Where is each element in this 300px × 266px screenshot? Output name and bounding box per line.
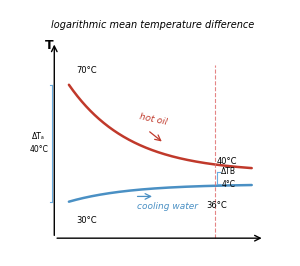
Text: 30°C: 30°C: [76, 217, 97, 225]
Text: 36°C: 36°C: [206, 201, 227, 210]
Title: logarithmic mean temperature difference: logarithmic mean temperature difference: [51, 20, 255, 30]
Text: T: T: [44, 39, 53, 52]
Text: ΔTB: ΔTB: [221, 167, 236, 176]
Text: 40°C: 40°C: [29, 145, 48, 154]
Text: cooling water: cooling water: [137, 202, 198, 211]
Text: 40°C: 40°C: [217, 157, 238, 166]
Text: hot oil: hot oil: [138, 112, 168, 126]
Text: ΔTₐ: ΔTₐ: [32, 132, 45, 141]
Text: 4°C: 4°C: [222, 180, 236, 189]
Text: 70°C: 70°C: [76, 66, 97, 75]
